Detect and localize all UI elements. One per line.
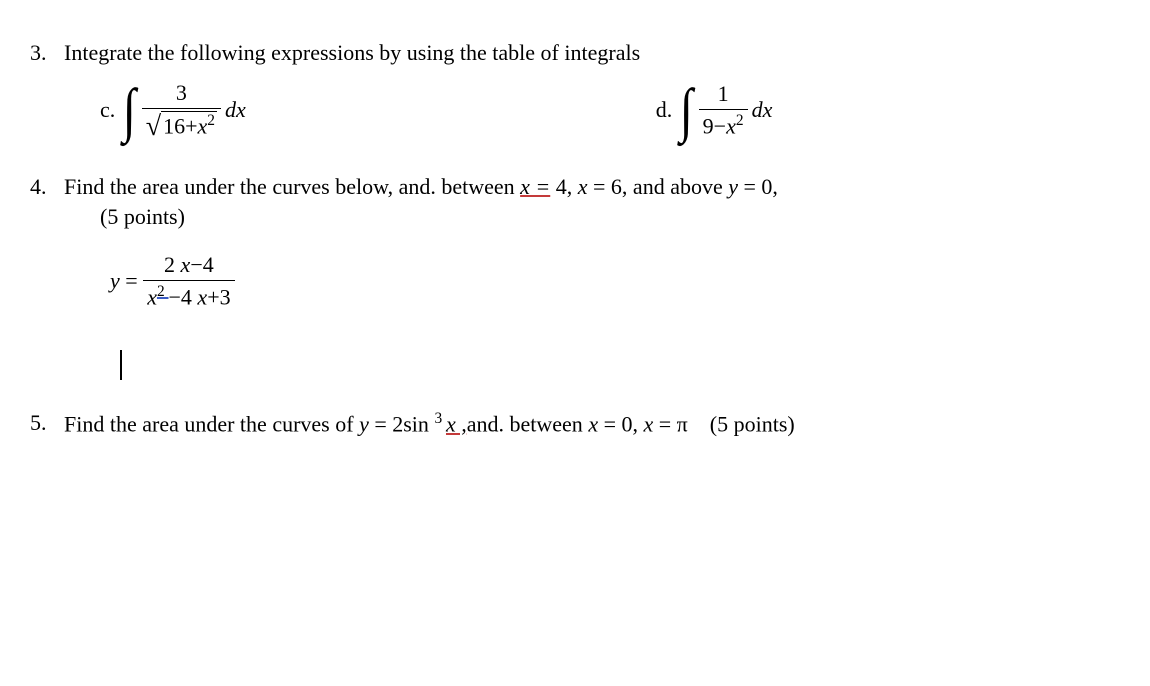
question-3-part-d: d. ∫ 1 9−x2 dx [656, 80, 773, 140]
fraction-c-numerator: 3 [142, 80, 221, 109]
eq-sign-sym: = [125, 268, 137, 294]
q4-x: x [578, 174, 588, 199]
q4-y: y [728, 174, 738, 199]
fraction-d-numerator: 1 [699, 81, 748, 110]
q4-xeq: x = [520, 174, 550, 199]
eq-num-b: −4 [190, 252, 213, 277]
question-3-part-c: c. ∫ 3 √ 16+x2 [100, 80, 246, 140]
question-4-number: 4. [30, 174, 64, 200]
eq-numerator: 2 x−4 [143, 252, 234, 281]
q5-space [688, 412, 710, 437]
question-3-text: Integrate the following expressions by u… [64, 40, 640, 66]
part-label-d: d. [656, 97, 673, 123]
fraction-d-denominator: 9−x2 [699, 110, 748, 139]
sqrt-var: x [198, 114, 208, 139]
q4-text-d: = 0, [738, 174, 778, 199]
q5-x2: x [588, 412, 598, 437]
q5-y: y [359, 412, 369, 437]
sqrt-text-a: 16+ [163, 114, 197, 139]
denom-d-var: x [726, 113, 736, 138]
sqrt-body: 16+x2 [161, 111, 217, 139]
q5-fn: 2sin [392, 412, 434, 437]
q5-eqpi: = π [653, 412, 688, 437]
q5-x3: x [644, 412, 654, 437]
question-3: 3. Integrate the following expressions b… [30, 40, 1120, 140]
q5-eq0: = 0, [598, 412, 643, 437]
dx-c: dx [225, 97, 246, 123]
integral-sign-icon: ∫ [123, 80, 136, 140]
q5-points: (5 points) [710, 412, 795, 437]
question-4-points: (5 points) [100, 204, 1120, 230]
q4-text-c: = 6, and above [588, 174, 729, 199]
sqrt-sign-icon: √ [146, 113, 161, 141]
question-3-header: 3. Integrate the following expressions b… [30, 40, 1120, 66]
fraction-c: 3 √ 16+x2 [142, 80, 221, 139]
q5-text-b: and. between [467, 412, 589, 437]
eq-denominator: x2 −4 x+3 [143, 281, 234, 310]
question-3-number: 3. [30, 40, 64, 66]
q4-text-a: Find the area under the curves below, an… [64, 174, 520, 199]
dx-d: dx [752, 97, 773, 123]
question-4-equation: y = 2 x−4 x2 −4 x+3 [110, 252, 1120, 310]
question-3-subparts: c. ∫ 3 √ 16+x2 [100, 80, 1120, 140]
question-5-number: 5. [30, 410, 64, 436]
eq-den-end: +3 [207, 284, 230, 309]
denom-d-a: 9− [703, 113, 726, 138]
spacer [246, 80, 656, 140]
q4-text-b: 4, [550, 174, 578, 199]
question-5: 5. Find the area under the curves of y =… [30, 410, 1120, 437]
question-4-line1: 4. Find the area under the curves below,… [30, 174, 1120, 200]
question-4: 4. Find the area under the curves below,… [30, 174, 1120, 380]
denom-d-exp: 2 [736, 112, 744, 129]
q5-eqsign: = [369, 412, 392, 437]
q5-text-a: Find the area under the curves of [64, 412, 359, 437]
eq-den-mid: −4 [169, 284, 198, 309]
integral-c: ∫ 3 √ 16+x2 dx [121, 80, 245, 140]
question-4-text: Find the area under the curves below, an… [64, 174, 778, 200]
eq-den-exp: 2 [157, 283, 169, 300]
sqrt-c: √ 16+x2 [146, 111, 217, 139]
q5-exp3: 3 [434, 410, 446, 427]
eq-num-a: 2 [164, 252, 181, 277]
fraction-d: 1 9−x2 [699, 81, 748, 139]
integral-d: ∫ 1 9−x2 dx [678, 80, 772, 140]
part-label-c: c. [100, 97, 115, 123]
eq-fraction: 2 x−4 x2 −4 x+3 [143, 252, 234, 310]
eq-den-var: x [147, 284, 157, 309]
q5-x1: x , [446, 412, 467, 437]
question-5-line: 5. Find the area under the curves of y =… [30, 410, 1120, 437]
text-cursor-icon [120, 350, 122, 380]
eq-num-var: x [181, 252, 191, 277]
question-5-text: Find the area under the curves of y = 2s… [64, 410, 795, 437]
integral-sign-icon: ∫ [680, 80, 693, 140]
eq-lhs: y [110, 268, 120, 294]
page: 3. Integrate the following expressions b… [0, 0, 1150, 488]
sqrt-exp: 2 [207, 112, 215, 129]
eq-den-var2: x [197, 284, 207, 309]
fraction-c-denominator: √ 16+x2 [142, 109, 221, 139]
